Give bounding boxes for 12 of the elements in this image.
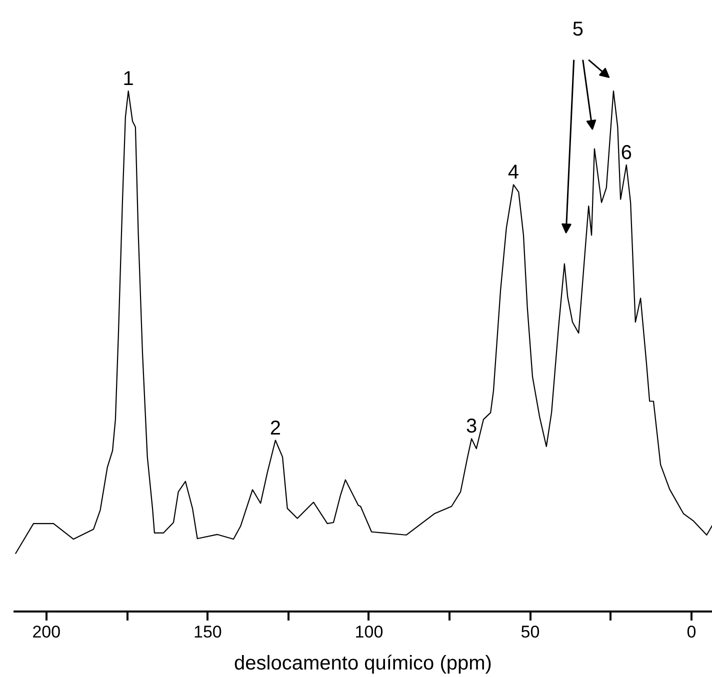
x-tick-label: 0 xyxy=(686,622,696,642)
annotation: 4 xyxy=(508,162,520,184)
text: 5 xyxy=(572,18,584,41)
x-tick-label: 100 xyxy=(354,622,384,642)
x-axis-title: deslocamento químico (ppm) xyxy=(234,652,492,674)
annotation: 3 xyxy=(466,416,478,438)
annotation: 6 xyxy=(620,142,632,164)
x-tick-label: 150 xyxy=(194,622,222,642)
annotation: 2 xyxy=(270,417,281,440)
x-tick-label: 50 xyxy=(520,622,540,642)
annotation: 1 xyxy=(122,68,134,90)
x-tick-label: 200 xyxy=(32,622,61,642)
